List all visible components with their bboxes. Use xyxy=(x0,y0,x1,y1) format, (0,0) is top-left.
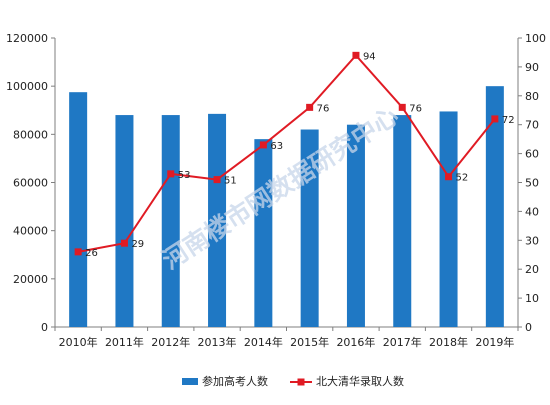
x-tick-label: 2014年 xyxy=(244,335,283,349)
legend: 参加高考人数 北大清华录取人数 xyxy=(182,374,404,388)
line-series xyxy=(74,51,499,256)
line-point xyxy=(213,176,221,184)
axes: 0 20000 40000 60000 80000 100000 120000 0 10 20 30… xyxy=(6,32,546,349)
y-right-tick-label: 20 xyxy=(525,263,539,276)
legend-label-line: 北大清华录取人数 xyxy=(316,374,404,388)
line-data-label: 63 xyxy=(270,141,283,152)
x-tick-label: 2017年 xyxy=(383,335,422,349)
y-right-tick-label: 80 xyxy=(525,90,539,103)
line-data-label: 52 xyxy=(456,173,469,184)
line-point xyxy=(167,170,175,178)
watermark-text: 河南楼市网数据研究中心 xyxy=(157,101,403,275)
y-left-tick-label: 60000 xyxy=(13,177,48,190)
y-left-tick-label: 40000 xyxy=(13,225,48,238)
line-point xyxy=(120,239,128,247)
bar xyxy=(485,86,504,328)
bar xyxy=(254,139,273,327)
line-data-label: 26 xyxy=(85,248,98,259)
y-left-tick-label: 100000 xyxy=(6,80,48,93)
y-left-tick-label: 120000 xyxy=(6,32,48,45)
y-right-tick-label: 0 xyxy=(525,321,532,334)
line-data-label: 72 xyxy=(502,115,515,126)
y-left-tick-label: 20000 xyxy=(13,273,48,286)
line-data-label: 29 xyxy=(131,239,144,250)
x-tick-label: 2019年 xyxy=(475,335,514,349)
line-data-label: 76 xyxy=(409,103,422,114)
line-point xyxy=(74,248,82,256)
bar xyxy=(439,111,458,328)
bar xyxy=(69,92,88,327)
line-point xyxy=(491,115,499,123)
y-left-tick-label: 0 xyxy=(41,321,48,334)
x-tick-label: 2011年 xyxy=(105,335,144,349)
y-right-tick-label: 60 xyxy=(525,148,539,161)
y-right-tick-label: 40 xyxy=(525,205,539,218)
line-point xyxy=(352,51,360,59)
y-right-tick-label: 90 xyxy=(525,61,539,74)
legend-label-bars: 参加高考人数 xyxy=(202,374,268,388)
legend-swatch-bars xyxy=(182,378,198,385)
y-right-tick-label: 100 xyxy=(525,32,546,45)
bar xyxy=(346,124,365,327)
line-data-label: 53 xyxy=(178,170,191,181)
line-point xyxy=(445,173,453,181)
watermark: 河南楼市网数据研究中心 xyxy=(157,101,403,275)
bar-series xyxy=(69,86,504,328)
line-path xyxy=(77,53,496,253)
legend-marker-line xyxy=(297,378,305,386)
y-right-tick-label: 70 xyxy=(525,119,539,132)
y-right-tick-label: 10 xyxy=(525,292,539,305)
x-tick-label: 2016年 xyxy=(336,335,375,349)
line-data-label: 94 xyxy=(363,51,376,62)
x-tick-label: 2012年 xyxy=(151,335,190,349)
bar xyxy=(300,129,319,327)
y-left-tick-label: 80000 xyxy=(13,128,48,141)
line-point xyxy=(306,103,314,111)
y-right-tick-label: 30 xyxy=(525,234,539,247)
line-point xyxy=(398,103,406,111)
bar xyxy=(393,115,412,327)
y-right-tick-label: 50 xyxy=(525,177,539,190)
data-labels: 26 29 53 51 63 76 94 76 52 72 xyxy=(85,51,514,259)
x-tick-label: 2010年 xyxy=(59,335,98,349)
line-point xyxy=(259,141,267,149)
bar xyxy=(208,113,227,327)
bar xyxy=(115,115,134,327)
x-tick-label: 2013年 xyxy=(198,335,237,349)
line-data-label: 76 xyxy=(317,103,330,114)
line-data-label: 51 xyxy=(224,176,237,187)
x-tick-label: 2018年 xyxy=(429,335,468,349)
bar xyxy=(161,115,180,327)
x-tick-label: 2015年 xyxy=(290,335,329,349)
